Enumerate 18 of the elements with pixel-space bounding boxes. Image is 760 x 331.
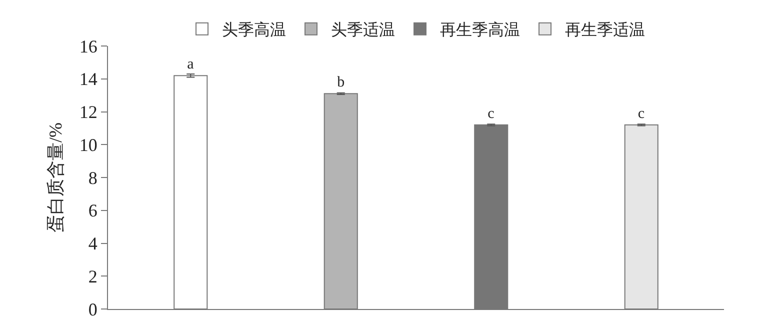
- y-tick-label: 12: [79, 102, 98, 122]
- legend-label: 头季高温: [222, 21, 286, 40]
- legend-label: 再生季适温: [565, 21, 645, 40]
- y-tick-label: 14: [79, 69, 98, 90]
- y-tick-label: 10: [79, 134, 98, 155]
- y-tick-label: 16: [79, 36, 98, 56]
- data-label: a: [187, 56, 194, 73]
- y-tick-label: 2: [88, 266, 98, 286]
- data-label: c: [488, 106, 495, 122]
- y-tick-label: 4: [88, 234, 98, 254]
- legend-label: 头季适温: [331, 21, 395, 40]
- legend-label: 再生季高温: [440, 21, 520, 40]
- data-label: b: [337, 74, 345, 91]
- data-label: c: [638, 106, 645, 122]
- y-tick-label: 6: [88, 200, 98, 221]
- y-tick-label: 8: [88, 168, 98, 188]
- y-tick-label: 0: [88, 299, 98, 320]
- y-axis-title: 蛋白质含量/%: [46, 122, 66, 232]
